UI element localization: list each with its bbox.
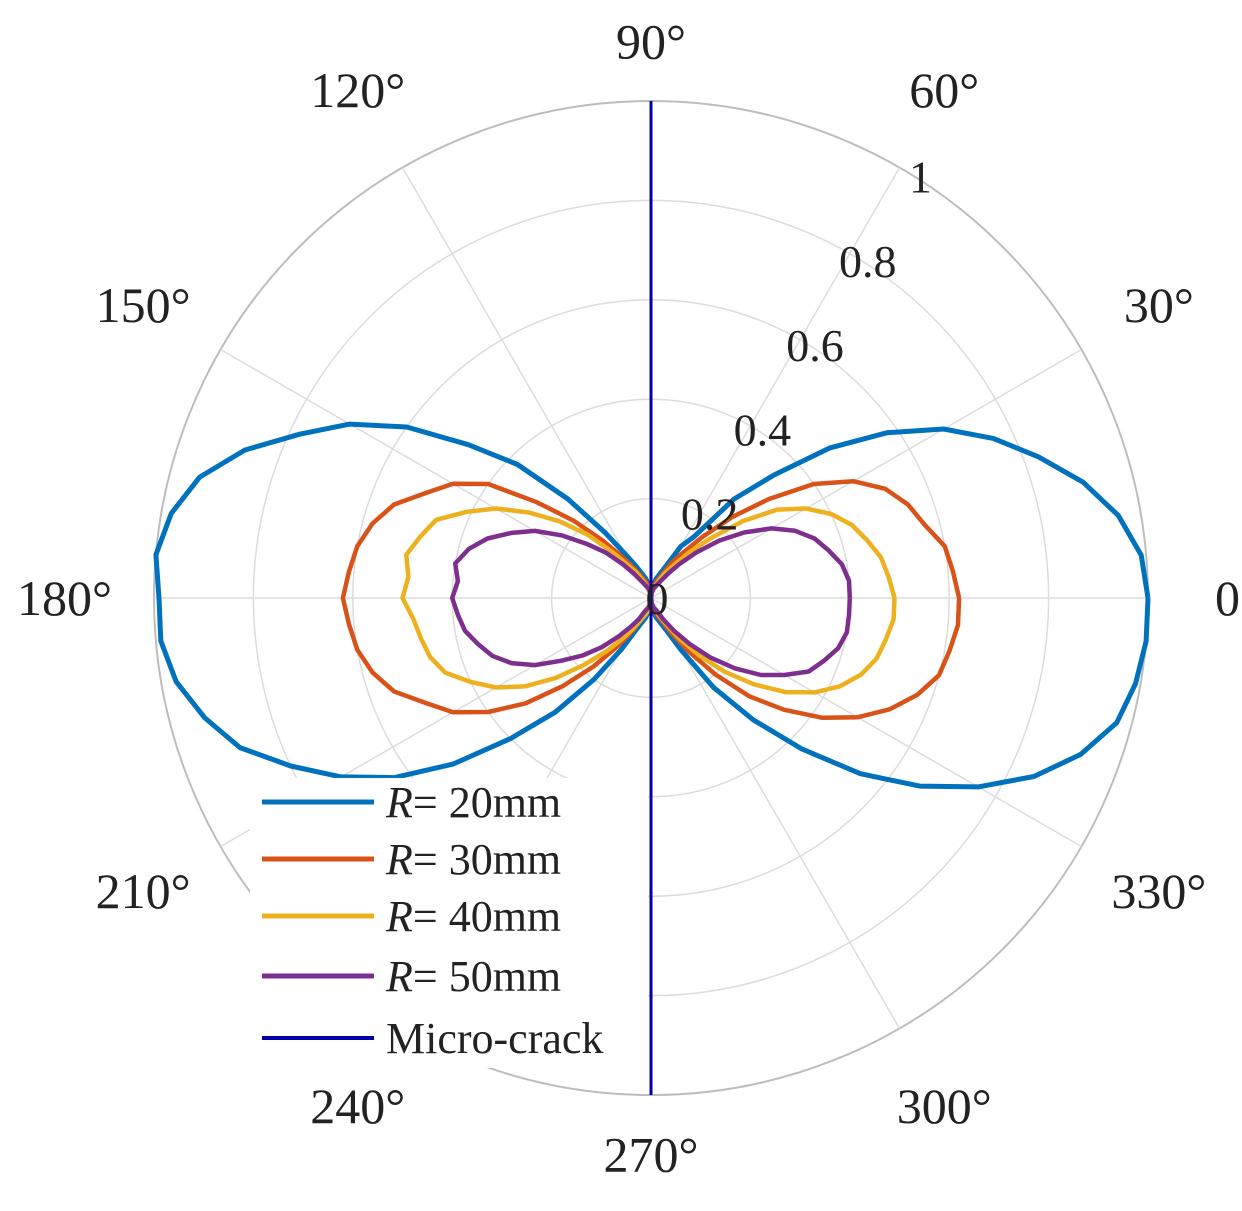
r-tick-label-5: 1 — [909, 152, 932, 203]
legend-label-r40: R= 40mm — [385, 892, 561, 941]
theta-tick-label-300: 300° — [897, 1078, 992, 1134]
series-line-1 — [340, 478, 962, 720]
grid-spoke-1 — [650, 348, 1082, 599]
legend: R= 20mm R= 30mm R= 40mm R= 50mm Micro-cr… — [250, 778, 648, 1068]
theta-tick-label-0: 0° — [1215, 570, 1242, 626]
r-tick-label-1: 0.2 — [681, 489, 739, 540]
legend-label-r20: R= 20mm — [385, 778, 561, 827]
grid-spoke-5 — [220, 348, 652, 599]
theta-tick-label-60: 60° — [909, 62, 979, 118]
theta-tick-label-120: 120° — [310, 62, 405, 118]
theta-tick-label-240: 240° — [310, 1078, 405, 1134]
r-tick-label-3: 0.6 — [786, 320, 844, 371]
theta-tick-label-180: 180° — [17, 570, 112, 626]
grid-spoke-2 — [650, 167, 901, 599]
series-line-0 — [153, 421, 1151, 790]
theta-tick-label-90: 90° — [616, 13, 686, 69]
theta-tick-label-210: 210° — [96, 863, 191, 919]
legend-background — [250, 778, 648, 1068]
theta-tick-label-270: 270° — [604, 1127, 699, 1183]
grid-spoke-11 — [650, 597, 1082, 848]
theta-tick-label-330: 330° — [1111, 863, 1206, 919]
r-tick-label-2: 0.4 — [734, 404, 792, 455]
radial-tick-labels: 00.2 0.4 0.6 0.81 — [646, 152, 932, 624]
r-tick-label-4: 0.8 — [839, 236, 897, 287]
grid-spoke-10 — [650, 597, 901, 1029]
legend-label-r30: R= 30mm — [385, 835, 561, 884]
r-tick-label-0: 0 — [646, 573, 669, 624]
angular-tick-labels: 0° 30° 60° 90° 120° 150° 180° 210° 240° 270° 300° 3… — [17, 13, 1242, 1182]
legend-label-micro-crack: Micro-crack — [386, 1014, 603, 1063]
series-line-2 — [400, 506, 897, 695]
series-line-3 — [449, 526, 853, 678]
data-series — [153, 421, 1151, 790]
theta-tick-label-30: 30° — [1124, 277, 1194, 333]
legend-label-r50: R= 50mm — [385, 952, 561, 1001]
grid-spoke-4 — [401, 167, 652, 599]
theta-tick-label-150: 150° — [96, 277, 191, 333]
